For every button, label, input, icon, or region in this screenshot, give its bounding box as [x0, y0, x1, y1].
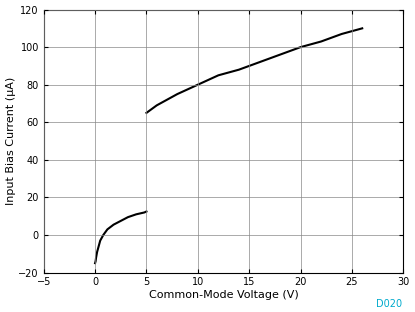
- Text: D020: D020: [376, 299, 403, 309]
- Y-axis label: Input Bias Current (μA): Input Bias Current (μA): [5, 77, 15, 205]
- X-axis label: Common-Mode Voltage (V): Common-Mode Voltage (V): [149, 290, 298, 300]
